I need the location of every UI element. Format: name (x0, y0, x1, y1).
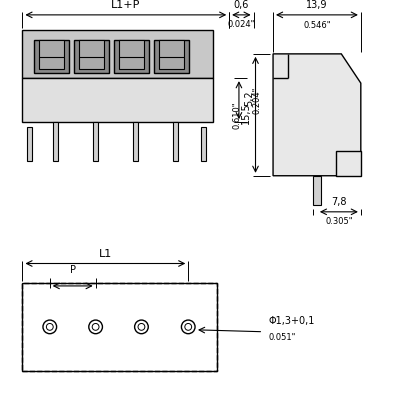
Bar (23, 283, 218, 371)
Bar (79, 40, 104, 68)
Text: 0.305": 0.305" (325, 217, 353, 226)
Text: L1+P: L1+P (111, 0, 141, 10)
Text: 15,5: 15,5 (241, 102, 251, 124)
Text: 0.610": 0.610" (233, 101, 242, 128)
Text: 5,2: 5,2 (244, 90, 254, 106)
Bar (173, 122, 177, 161)
Bar (154, 40, 189, 73)
Text: 0,6: 0,6 (234, 0, 249, 10)
Bar (23, 30, 213, 78)
Bar (53, 122, 58, 161)
Text: 13,9: 13,9 (306, 0, 328, 10)
Text: 0.051": 0.051" (268, 333, 295, 342)
Bar (159, 40, 184, 68)
Text: 7,8: 7,8 (331, 197, 347, 207)
Bar (93, 122, 98, 161)
Text: P: P (70, 265, 76, 275)
Bar (39, 40, 64, 68)
Text: L1: L1 (99, 249, 112, 259)
Polygon shape (273, 54, 361, 176)
Bar (119, 40, 144, 68)
Text: Φ1,3+0,1: Φ1,3+0,1 (268, 316, 314, 326)
Polygon shape (337, 151, 361, 176)
Text: 0.204": 0.204" (252, 86, 261, 114)
Bar (23, 283, 218, 371)
Bar (74, 40, 109, 73)
Bar (114, 40, 149, 73)
Bar (27, 127, 32, 161)
Bar (133, 122, 137, 161)
Text: 0.024": 0.024" (228, 20, 255, 29)
Bar (23, 78, 213, 122)
Bar (313, 176, 321, 205)
Bar (201, 127, 206, 161)
Text: 0.546": 0.546" (303, 21, 331, 30)
Bar (34, 40, 69, 73)
